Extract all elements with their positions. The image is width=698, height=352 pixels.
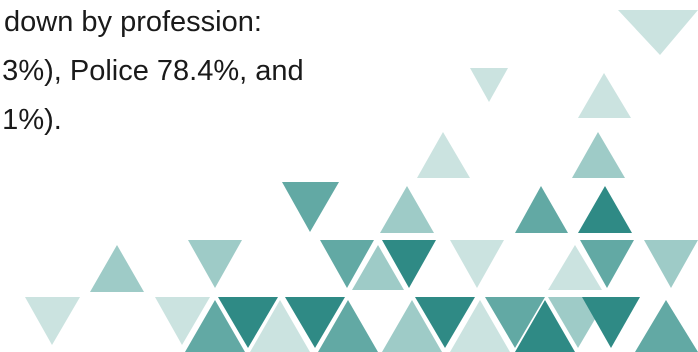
- triangle-decoration: [188, 240, 242, 288]
- triangle-decoration: [485, 297, 545, 348]
- triangle-decoration: [352, 245, 404, 290]
- triangle-decoration: [572, 132, 625, 178]
- triangle-decoration: [318, 300, 378, 352]
- triangle-decoration: [548, 245, 602, 290]
- triangle-decoration: [25, 297, 80, 345]
- triangle-decoration: [578, 186, 632, 233]
- triangle-decoration: [450, 300, 510, 352]
- text-line-2: 8.3%), Police 78.4%, and: [0, 55, 304, 87]
- triangle-decoration: [515, 186, 568, 233]
- triangle-decoration: [90, 245, 144, 292]
- triangle-decoration: [185, 300, 245, 352]
- triangle-decoration: [578, 73, 631, 118]
- triangle-decoration: [515, 300, 575, 352]
- triangle-decoration: [218, 297, 278, 348]
- triangle-decoration: [250, 300, 310, 352]
- triangle-decoration: [618, 10, 698, 55]
- text-line-1: down by profession:: [4, 6, 262, 38]
- triangle-decoration: [282, 182, 339, 232]
- triangle-decoration: [450, 240, 504, 288]
- triangle-decoration: [417, 132, 470, 178]
- triangle-decoration: [582, 297, 640, 348]
- triangle-decoration: [580, 240, 634, 288]
- triangle-decoration: [155, 297, 210, 345]
- triangle-decoration: [382, 240, 436, 288]
- triangle-decoration: [380, 186, 434, 233]
- triangle-decoration: [415, 297, 475, 348]
- text-line-3: 4.1%).: [0, 104, 62, 136]
- triangle-decoration: [644, 240, 698, 288]
- triangle-decoration: [320, 240, 374, 288]
- triangle-decoration: [285, 297, 345, 348]
- triangle-decoration: [382, 300, 442, 352]
- triangle-decoration: [470, 68, 508, 102]
- triangle-decoration: [635, 300, 698, 352]
